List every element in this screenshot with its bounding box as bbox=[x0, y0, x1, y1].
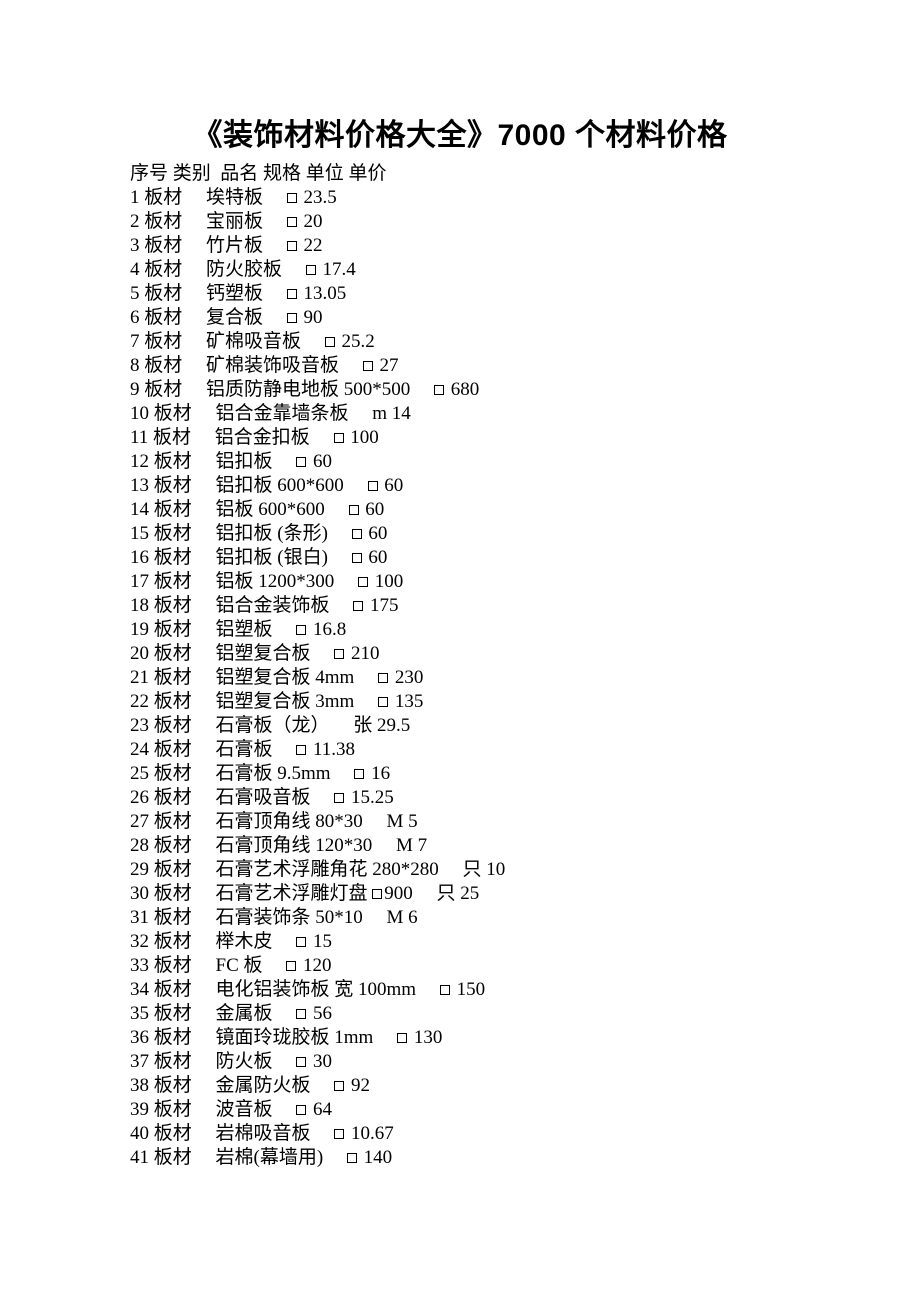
table-row: 30 板材 石膏艺术浮雕灯盘 900 只 25 bbox=[130, 882, 790, 906]
table-row: 32 板材 榉木皮 15 bbox=[130, 930, 790, 954]
table-row: 34 板材 电化铝装饰板 宽 100mm 150 bbox=[130, 978, 790, 1002]
table-row: 24 板材 石膏板 11.38 bbox=[130, 738, 790, 762]
unit-box-icon bbox=[287, 241, 297, 251]
table-row: 29 板材 石膏艺术浮雕角花 280*280 只 10 bbox=[130, 858, 790, 882]
unit-box-icon bbox=[440, 985, 450, 995]
unit-box-icon bbox=[296, 745, 306, 755]
table-row: 3 板材 竹片板 22 bbox=[130, 234, 790, 258]
table-row: 40 板材 岩棉吸音板 10.67 bbox=[130, 1122, 790, 1146]
document-page: 《装饰材料价格大全》7000 个材料价格 序号 类别 品名 规格 单位 单价 1… bbox=[0, 0, 920, 1302]
unit-box-icon bbox=[368, 481, 378, 491]
table-row: 10 板材 铝合金靠墙条板 m 14 bbox=[130, 402, 790, 426]
table-row: 36 板材 镜面玲珑胶板 1mm 130 bbox=[130, 1026, 790, 1050]
table-row: 19 板材 铝塑板 16.8 bbox=[130, 618, 790, 642]
table-row: 8 板材 矿棉装饰吸音板 27 bbox=[130, 354, 790, 378]
table-row: 17 板材 铝板 1200*300 100 bbox=[130, 570, 790, 594]
unit-box-icon bbox=[296, 1057, 306, 1067]
unit-box-icon bbox=[358, 577, 368, 587]
table-row: 7 板材 矿棉吸音板 25.2 bbox=[130, 330, 790, 354]
table-row: 5 板材 钙塑板 13.05 bbox=[130, 282, 790, 306]
table-row: 39 板材 波音板 64 bbox=[130, 1098, 790, 1122]
unit-box-icon bbox=[434, 385, 444, 395]
unit-box-icon bbox=[352, 529, 362, 539]
table-row: 11 板材 铝合金扣板 100 bbox=[130, 426, 790, 450]
page-title: 《装饰材料价格大全》7000 个材料价格 bbox=[130, 110, 790, 154]
unit-box-icon bbox=[287, 193, 297, 203]
table-row: 37 板材 防火板 30 bbox=[130, 1050, 790, 1074]
unit-box-icon bbox=[296, 457, 306, 467]
spec-box-icon bbox=[372, 889, 382, 899]
table-row: 6 板材 复合板 90 bbox=[130, 306, 790, 330]
table-row: 16 板材 铝扣板 (银白) 60 bbox=[130, 546, 790, 570]
table-row: 35 板材 金属板 56 bbox=[130, 1002, 790, 1026]
table-row: 20 板材 铝塑复合板 210 bbox=[130, 642, 790, 666]
table-row: 25 板材 石膏板 9.5mm 16 bbox=[130, 762, 790, 786]
table-row: 18 板材 铝合金装饰板 175 bbox=[130, 594, 790, 618]
table-row: 22 板材 铝塑复合板 3mm 135 bbox=[130, 690, 790, 714]
unit-box-icon bbox=[334, 1081, 344, 1091]
table-row: 21 板材 铝塑复合板 4mm 230 bbox=[130, 666, 790, 690]
unit-box-icon bbox=[287, 217, 297, 227]
unit-box-icon bbox=[287, 289, 297, 299]
table-row: 27 板材 石膏顶角线 80*30 M 5 bbox=[130, 810, 790, 834]
table-row: 28 板材 石膏顶角线 120*30 M 7 bbox=[130, 834, 790, 858]
unit-box-icon bbox=[347, 1153, 357, 1163]
unit-box-icon bbox=[334, 793, 344, 803]
unit-box-icon bbox=[352, 553, 362, 563]
table-row: 41 板材 岩棉(幕墙用) 140 bbox=[130, 1146, 790, 1170]
unit-box-icon bbox=[378, 697, 388, 707]
unit-box-icon bbox=[334, 1129, 344, 1139]
unit-box-icon bbox=[354, 769, 364, 779]
unit-box-icon bbox=[286, 961, 296, 971]
unit-box-icon bbox=[296, 625, 306, 635]
unit-box-icon bbox=[363, 361, 373, 371]
table-row: 26 板材 石膏吸音板 15.25 bbox=[130, 786, 790, 810]
table-row: 15 板材 铝扣板 (条形) 60 bbox=[130, 522, 790, 546]
table-header: 序号 类别 品名 规格 单位 单价 bbox=[130, 162, 790, 186]
unit-box-icon bbox=[287, 313, 297, 323]
unit-box-icon bbox=[296, 1009, 306, 1019]
unit-box-icon bbox=[378, 673, 388, 683]
unit-box-icon bbox=[349, 505, 359, 515]
unit-box-icon bbox=[296, 937, 306, 947]
table-row: 38 板材 金属防火板 92 bbox=[130, 1074, 790, 1098]
table-row: 14 板材 铝板 600*600 60 bbox=[130, 498, 790, 522]
unit-box-icon bbox=[397, 1033, 407, 1043]
table-row: 12 板材 铝扣板 60 bbox=[130, 450, 790, 474]
unit-box-icon bbox=[306, 265, 316, 275]
table-row: 4 板材 防火胶板 17.4 bbox=[130, 258, 790, 282]
unit-box-icon bbox=[353, 601, 363, 611]
unit-box-icon bbox=[325, 337, 335, 347]
table-body: 1 板材 埃特板 23.52 板材 宝丽板 203 板材 竹片板 224 板材 … bbox=[130, 186, 790, 1170]
table-row: 13 板材 铝扣板 600*600 60 bbox=[130, 474, 790, 498]
unit-box-icon bbox=[296, 1105, 306, 1115]
table-row: 1 板材 埃特板 23.5 bbox=[130, 186, 790, 210]
unit-box-icon bbox=[334, 649, 344, 659]
table-row: 31 板材 石膏装饰条 50*10 M 6 bbox=[130, 906, 790, 930]
table-row: 9 板材 铝质防静电地板 500*500 680 bbox=[130, 378, 790, 402]
table-row: 23 板材 石膏板（龙） 张 29.5 bbox=[130, 714, 790, 738]
table-row: 2 板材 宝丽板 20 bbox=[130, 210, 790, 234]
table-row: 33 板材 FC 板 120 bbox=[130, 954, 790, 978]
unit-box-icon bbox=[334, 433, 344, 443]
